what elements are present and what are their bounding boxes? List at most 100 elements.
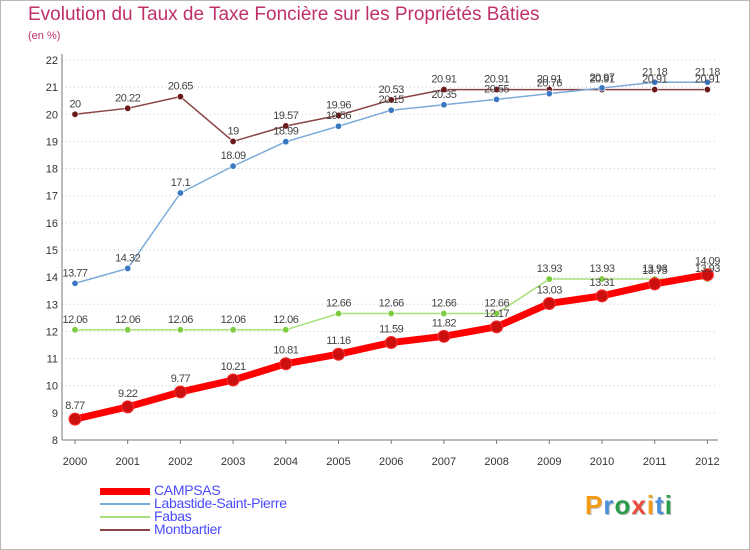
data-label-labastide-saint-pierre: 18.09 [221, 150, 246, 162]
data-label-montbartier: 20.65 [168, 81, 193, 93]
logo-letter: i [664, 490, 673, 520]
data-point-labastide-saint-pierre [71, 279, 79, 287]
legend-label-fabas: Fabas [154, 508, 192, 524]
data-point-campsas [595, 289, 609, 303]
data-label-campsas: 11.82 [432, 317, 457, 329]
data-label-montbartier: 20.91 [642, 74, 667, 86]
data-label-fabas: 12.66 [431, 298, 456, 310]
y-tick-label: 21 [46, 82, 58, 94]
data-point-campsas [648, 277, 662, 291]
data-point-labastide-saint-pierre [334, 122, 342, 130]
unit-label: (en %) [28, 30, 61, 42]
x-tick-label: 2011 [643, 456, 667, 468]
logo-letter: o [614, 490, 632, 520]
y-tick-label: 10 [46, 381, 58, 393]
data-label-campsas: 8.77 [65, 400, 85, 412]
data-point-montbartier [71, 110, 79, 118]
data-label-montbartier: 20.53 [379, 84, 404, 96]
data-point-labastide-saint-pierre [545, 90, 553, 98]
data-point-fabas [176, 326, 184, 334]
data-point-campsas [173, 385, 187, 399]
data-point-fabas [229, 326, 237, 334]
data-label-montbartier: 20.91 [695, 74, 720, 86]
data-label-campsas: 10.81 [273, 345, 298, 357]
data-point-campsas [437, 329, 451, 343]
y-tick-label: 13 [46, 299, 58, 311]
legend-label-campsas: CAMPSAS [154, 482, 221, 498]
data-label-fabas: 13.93 [537, 263, 562, 275]
logo-letter: i [646, 490, 656, 520]
y-tick-label: 15 [46, 245, 58, 257]
data-point-campsas [384, 336, 398, 350]
y-tick-label: 17 [46, 191, 58, 203]
data-point-labastide-saint-pierre [703, 78, 711, 86]
legend-swatch-campsas [100, 488, 150, 495]
data-label-labastide-saint-pierre: 20.76 [537, 78, 562, 90]
data-label-labastide-saint-pierre: 18.99 [273, 126, 298, 138]
x-tick-label: 2005 [326, 456, 350, 468]
y-tick-label: 12 [46, 326, 58, 338]
x-tick-label: 2007 [432, 456, 456, 468]
data-label-labastide-saint-pierre: 20.15 [379, 94, 404, 106]
data-point-campsas [700, 268, 714, 282]
data-point-montbartier [387, 96, 395, 104]
data-point-fabas [440, 310, 448, 318]
logo-letter: t [655, 490, 665, 520]
x-tick-label: 2009 [537, 456, 561, 468]
proxiti-logo: Proxiti [585, 490, 673, 521]
data-point-fabas [71, 326, 79, 334]
data-point-fabas [334, 310, 342, 318]
data-point-fabas [545, 275, 553, 283]
data-label-labastide-saint-pierre: 14.32 [115, 252, 140, 264]
data-label-campsas: 14.09 [695, 256, 720, 268]
data-point-fabas [493, 310, 501, 318]
data-point-montbartier [651, 86, 659, 94]
data-point-labastide-saint-pierre [387, 106, 395, 114]
data-point-labastide-saint-pierre [598, 84, 606, 92]
data-label-montbartier: 20.22 [115, 92, 140, 104]
data-label-montbartier: 20.91 [589, 74, 614, 86]
data-point-montbartier [440, 86, 448, 94]
data-label-fabas: 13.93 [695, 263, 720, 275]
chart-title: Evolution du Taux de Taxe Foncière sur l… [28, 4, 540, 25]
data-label-campsas: 11.16 [326, 335, 351, 347]
data-point-montbartier [493, 86, 501, 94]
data-point-montbartier [334, 111, 342, 119]
legend-swatch-montbartier [100, 529, 150, 531]
data-point-montbartier [124, 104, 132, 112]
y-tick-label: 22 [46, 55, 58, 67]
data-point-campsas [121, 400, 135, 414]
data-label-campsas: 10.21 [221, 361, 246, 373]
x-tick-label: 2001 [115, 456, 139, 468]
data-point-fabas [124, 326, 132, 334]
data-point-labastide-saint-pierre [651, 78, 659, 86]
data-label-fabas: 12.66 [484, 298, 509, 310]
data-point-campsas [68, 412, 82, 426]
y-tick-label: 8 [52, 435, 58, 447]
data-point-montbartier [282, 122, 290, 130]
data-label-campsas: 13.31 [589, 277, 614, 289]
data-label-montbartier: 20.91 [537, 74, 562, 86]
legend-swatch-fabas [100, 516, 150, 518]
x-tick-label: 2006 [379, 456, 403, 468]
data-label-campsas: 9.22 [118, 388, 138, 400]
data-label-labastide-saint-pierre: 19.56 [326, 110, 351, 122]
data-label-fabas: 12.66 [379, 298, 404, 310]
data-point-fabas [282, 326, 290, 334]
data-label-labastide-saint-pierre: 20.55 [484, 83, 509, 95]
legend-label-montbartier: Montbartier [154, 521, 222, 537]
data-label-fabas: 13.93 [642, 263, 667, 275]
data-point-fabas [387, 310, 395, 318]
data-point-labastide-saint-pierre [282, 138, 290, 146]
x-tick-label: 2002 [168, 456, 192, 468]
y-tick-label: 20 [46, 109, 58, 121]
y-tick-label: 18 [46, 164, 58, 176]
data-point-campsas [226, 373, 240, 387]
data-label-labastide-saint-pierre: 13.77 [62, 267, 87, 279]
logo-letter: x [631, 490, 647, 520]
x-tick-label: 2010 [590, 456, 614, 468]
data-label-fabas: 12.06 [62, 314, 87, 326]
data-label-campsas: 9.77 [171, 373, 191, 385]
